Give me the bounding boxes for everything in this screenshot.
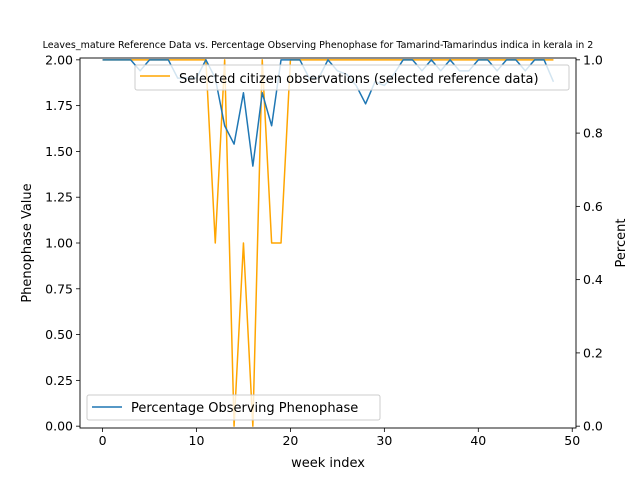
percentage-point: [487, 59, 488, 60]
percentage-point: [233, 143, 234, 144]
y-left-tick-label: 2.00: [45, 52, 73, 67]
reference-point: [271, 242, 272, 243]
y-left-tick-label: 1.50: [45, 144, 73, 159]
percentage-point: [280, 59, 281, 60]
percentage-point: [534, 59, 535, 60]
y-left-tick-label: 1.25: [45, 190, 73, 205]
reference-point: [525, 59, 526, 60]
percentage-point: [271, 125, 272, 126]
percentage-point: [243, 92, 244, 93]
y-right-tick-label: 0.8: [583, 126, 603, 141]
y-left-tick-label: 0.75: [45, 281, 73, 296]
reference-point: [440, 59, 441, 60]
reference-point: [459, 59, 460, 60]
reference-point: [393, 59, 394, 60]
x-tick-label: 10: [189, 433, 205, 448]
y-left-tick-label: 0.50: [45, 327, 73, 342]
percentage-point: [506, 59, 507, 60]
reference-point: [496, 59, 497, 60]
percentage-point: [327, 59, 328, 60]
y-axis-label-right: Percent: [614, 219, 629, 268]
y-right-tick-label: 1.0: [583, 52, 603, 67]
reference-point: [196, 59, 197, 60]
legend-lower: Percentage Observing Phenophase: [86, 394, 381, 421]
reference-point: [177, 59, 178, 60]
y-right-tick-label: 0.2: [583, 345, 603, 360]
percentage-point: [130, 59, 131, 60]
y-right-tick-label: 0.4: [583, 272, 603, 287]
percentage-point: [403, 59, 404, 60]
y-right-tick-label: 0.0: [583, 419, 603, 434]
legend-upper-box: [134, 64, 570, 91]
reference-point: [346, 59, 347, 60]
x-tick-label: 20: [282, 433, 298, 448]
x-tick-label: 0: [99, 433, 107, 448]
percentage-point: [168, 59, 169, 60]
percentage-point: [478, 59, 479, 60]
legend-lower-label: Percentage Observing Phenophase: [131, 401, 358, 416]
percentage-point: [158, 59, 159, 60]
percentage-point: [299, 59, 300, 60]
percentage-point: [102, 59, 103, 60]
percentage-point: [252, 165, 253, 166]
y-axis-label-left: Phenophase Value: [20, 183, 35, 302]
percentage-point: [412, 59, 413, 60]
reference-point: [224, 59, 225, 60]
reference-point: [252, 426, 253, 427]
legend-upper-label: Selected citizen observations (selected …: [179, 72, 539, 87]
percentage-point: [121, 59, 122, 60]
reference-point: [215, 242, 216, 243]
percentage-point: [149, 59, 150, 60]
reference-point: [262, 59, 263, 60]
reference-point: [553, 59, 554, 60]
reference-point: [280, 242, 281, 243]
axes-layer: 0 10 20 30 40 50 0.00 0.25 0.50 0.75 1.00 1.25 1.50 1…: [45, 52, 603, 448]
y-left-tick-label: 1.75: [45, 98, 73, 113]
percentage-point: [365, 103, 366, 104]
reference-point: [421, 59, 422, 60]
y-left-tick-label: 0.00: [45, 419, 73, 434]
percentage-point: [450, 59, 451, 60]
reference-point: [309, 59, 310, 60]
x-tick-label: 40: [470, 433, 486, 448]
reference-point: [318, 59, 319, 60]
y-left-tick-label: 0.25: [45, 373, 73, 388]
reference-point: [243, 242, 244, 243]
percentage-point: [111, 59, 112, 60]
reference-point: [356, 59, 357, 60]
percentage-point: [224, 125, 225, 126]
percentage-point: [515, 59, 516, 60]
reference-point: [384, 59, 385, 60]
percentage-point: [543, 59, 544, 60]
reference-point: [468, 59, 469, 60]
reference-point: [374, 59, 375, 60]
percentage-point: [290, 59, 291, 60]
percentage-point: [431, 59, 432, 60]
y-right-tick-label: 0.6: [583, 199, 603, 214]
y-left-tick-label: 1.00: [45, 236, 73, 251]
chart-title: Leaves_mature Reference Data vs. Percent…: [43, 40, 594, 51]
reference-point: [337, 59, 338, 60]
percentage-point: [205, 59, 206, 60]
reference-point: [140, 59, 141, 60]
percentage-point: [262, 92, 263, 93]
legend-upper: Selected citizen observations (selected …: [134, 64, 570, 91]
legend-lower-box: [86, 394, 381, 421]
x-tick-label: 30: [376, 433, 392, 448]
reference-point: [365, 59, 366, 60]
reference-point: [233, 426, 234, 427]
x-axis-label: week index: [291, 456, 365, 471]
reference-point: [186, 59, 187, 60]
x-tick-label: 50: [564, 433, 580, 448]
